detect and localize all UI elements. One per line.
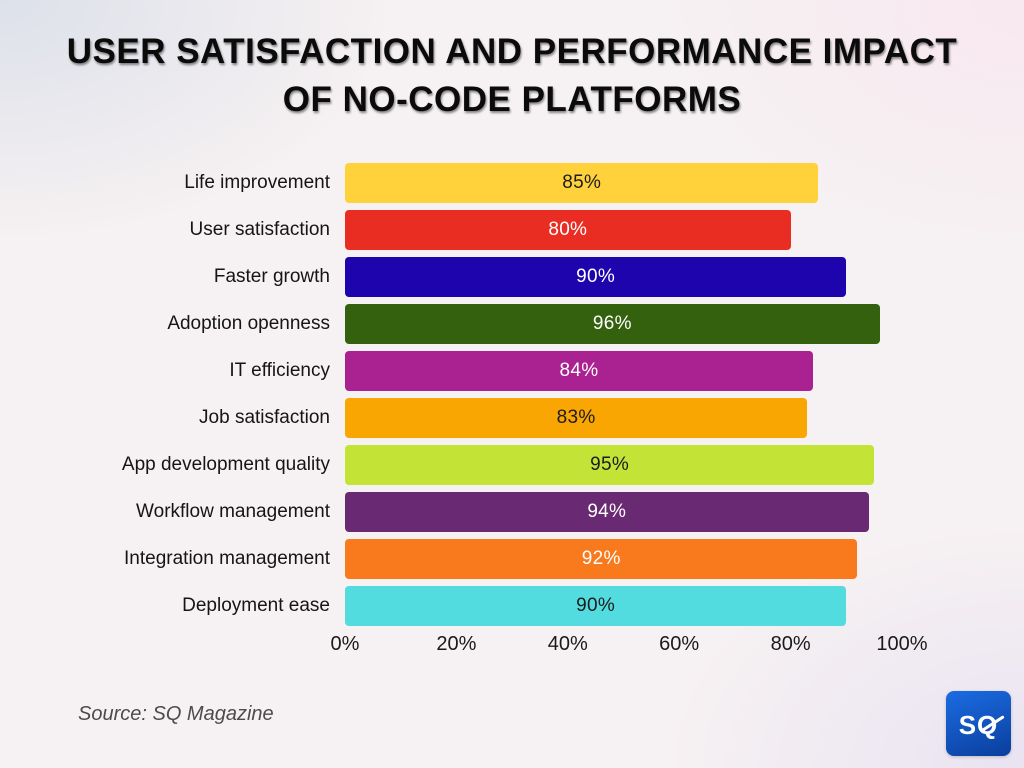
bar-track: 83%	[345, 397, 902, 438]
bar-chart: Life improvement 85% User satisfaction 80% F…	[0, 159, 1024, 661]
bar-value-label: 95%	[590, 453, 630, 475]
bar-value-label: 84%	[559, 359, 599, 381]
chart-row: Life improvement 85%	[0, 159, 1024, 206]
sq-magazine-logo: SQ	[946, 691, 1011, 756]
chart-row: Job satisfaction 83%	[0, 394, 1024, 441]
x-axis-tick-label: 20%	[436, 633, 477, 655]
chart-title-line1: USER SATISFACTION AND PERFORMANCE IMPACT	[66, 32, 958, 71]
chart-row: Integration management 92%	[0, 535, 1024, 582]
bar-track: 92%	[345, 538, 902, 579]
x-axis: 0% 20% 40% 60% 80% 100%	[331, 633, 928, 661]
bar-track: 95%	[345, 444, 902, 485]
bar-value-label: 96%	[592, 312, 632, 334]
x-axis-tick-label: 100%	[876, 633, 928, 655]
category-label: Life improvement	[184, 171, 330, 193]
x-axis-tick-label: 0%	[330, 633, 360, 655]
bar: 84%	[345, 350, 813, 391]
bar-track: 94%	[345, 491, 902, 532]
bar: 83%	[345, 397, 808, 438]
x-axis-tick-label: 80%	[770, 633, 811, 655]
x-axis-tick-label: 40%	[547, 633, 588, 655]
bar: 94%	[345, 491, 869, 532]
bar-value-label: 90%	[576, 594, 616, 616]
source-text: Source: SQ Magazine	[78, 703, 274, 725]
bar-value-label: 92%	[581, 547, 621, 569]
bar-value-label: 80%	[548, 218, 588, 240]
logo-text: SQ	[958, 710, 999, 740]
chart-row: User satisfaction 80%	[0, 206, 1024, 253]
chart-row: Faster growth 90%	[0, 253, 1024, 300]
chart-row: Deployment ease 90%	[0, 582, 1024, 629]
bar-track: 85%	[345, 162, 902, 203]
bar: 80%	[345, 209, 791, 250]
bar-track: 90%	[345, 256, 902, 297]
chart-row: Adoption openness 96%	[0, 300, 1024, 347]
chart-title-line2: OF NO-CODE PLATFORMS	[282, 80, 742, 119]
bar: 95%	[345, 444, 875, 485]
chart-row: App development quality 95%	[0, 441, 1024, 488]
bar-value-label: 90%	[576, 265, 616, 287]
category-label: User satisfaction	[189, 218, 330, 240]
chart-row: Workflow management 94%	[0, 488, 1024, 535]
chart-row: IT efficiency 84%	[0, 347, 1024, 394]
bar: 85%	[345, 162, 819, 203]
chart-title: USER SATISFACTION AND PERFORMANCE IMPACT…	[0, 28, 1024, 124]
bar-value-label: 83%	[556, 406, 596, 428]
chart-rows: Life improvement 85% User satisfaction 80% F…	[0, 159, 1024, 629]
category-label: Workflow management	[136, 500, 330, 522]
bar-track: 84%	[345, 350, 902, 391]
bar-track: 96%	[345, 303, 902, 344]
bar-track: 90%	[345, 585, 902, 626]
bar-value-label: 94%	[587, 500, 627, 522]
category-label: IT efficiency	[229, 359, 330, 381]
category-label: Job satisfaction	[199, 406, 330, 428]
category-label: Deployment ease	[182, 594, 330, 616]
bar: 92%	[345, 538, 858, 579]
bar-value-label: 85%	[562, 171, 602, 193]
x-axis-tick-label: 60%	[659, 633, 700, 655]
bar-track: 80%	[345, 209, 902, 250]
category-label: Faster growth	[213, 265, 330, 287]
category-label: Adoption openness	[167, 312, 330, 334]
category-label: Integration management	[124, 547, 330, 569]
bar: 96%	[345, 303, 880, 344]
bar: 90%	[345, 256, 847, 297]
category-label: App development quality	[121, 453, 330, 475]
bar: 90%	[345, 585, 847, 626]
